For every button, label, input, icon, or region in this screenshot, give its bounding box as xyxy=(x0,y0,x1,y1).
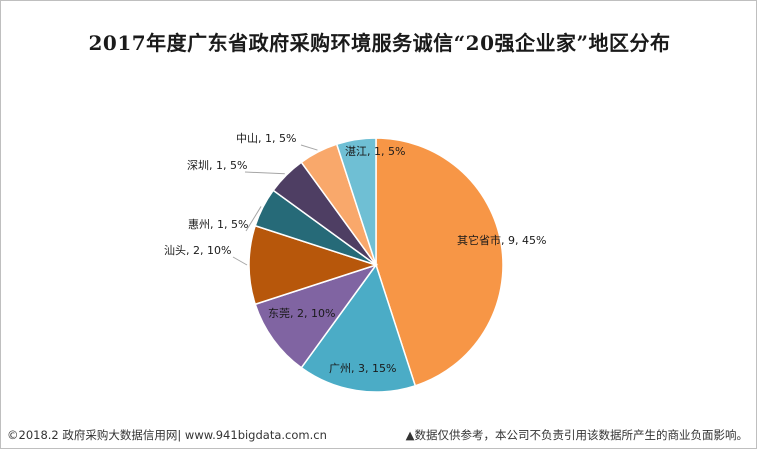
footer-disclaimer: ▲数据仅供参考，本公司不负责引用该数据所产生的商业负面影响。 xyxy=(405,428,748,442)
slice-label-3: 东莞, 2, 10% xyxy=(268,307,335,320)
pie-slice-2 xyxy=(300,263,417,393)
slice-label-5: 惠州, 1, 5% xyxy=(188,217,248,231)
leader-line-5 xyxy=(245,206,262,232)
pie-slice-4 xyxy=(248,224,379,306)
slice-label-2: 广州, 3, 15% xyxy=(329,362,396,375)
leader-line-7 xyxy=(300,144,318,151)
pie-slice-3 xyxy=(254,263,378,369)
pie-slice-8 xyxy=(335,137,377,266)
leader-line-6 xyxy=(244,171,285,175)
slice-label-6: 深圳, 1, 5% xyxy=(187,159,247,172)
slice-label-1: 其它省市, 9, 45% xyxy=(457,233,546,247)
slice-label-7: 中山, 1, 5% xyxy=(236,132,296,145)
leader-line-4 xyxy=(232,256,248,266)
pie-slice-1 xyxy=(375,137,504,387)
slice-label-4: 汕头, 2, 10% xyxy=(164,244,231,257)
chart-title: 2017年度广东省政府采购环境服务诚信“20强企业家”地区分布 xyxy=(88,31,671,55)
slice-label-8: 湛江, 1, 5% xyxy=(345,145,405,158)
footer-copyright: ©2018.2 政府采购大数据信用网| www.941bigdata.com.c… xyxy=(7,428,327,442)
